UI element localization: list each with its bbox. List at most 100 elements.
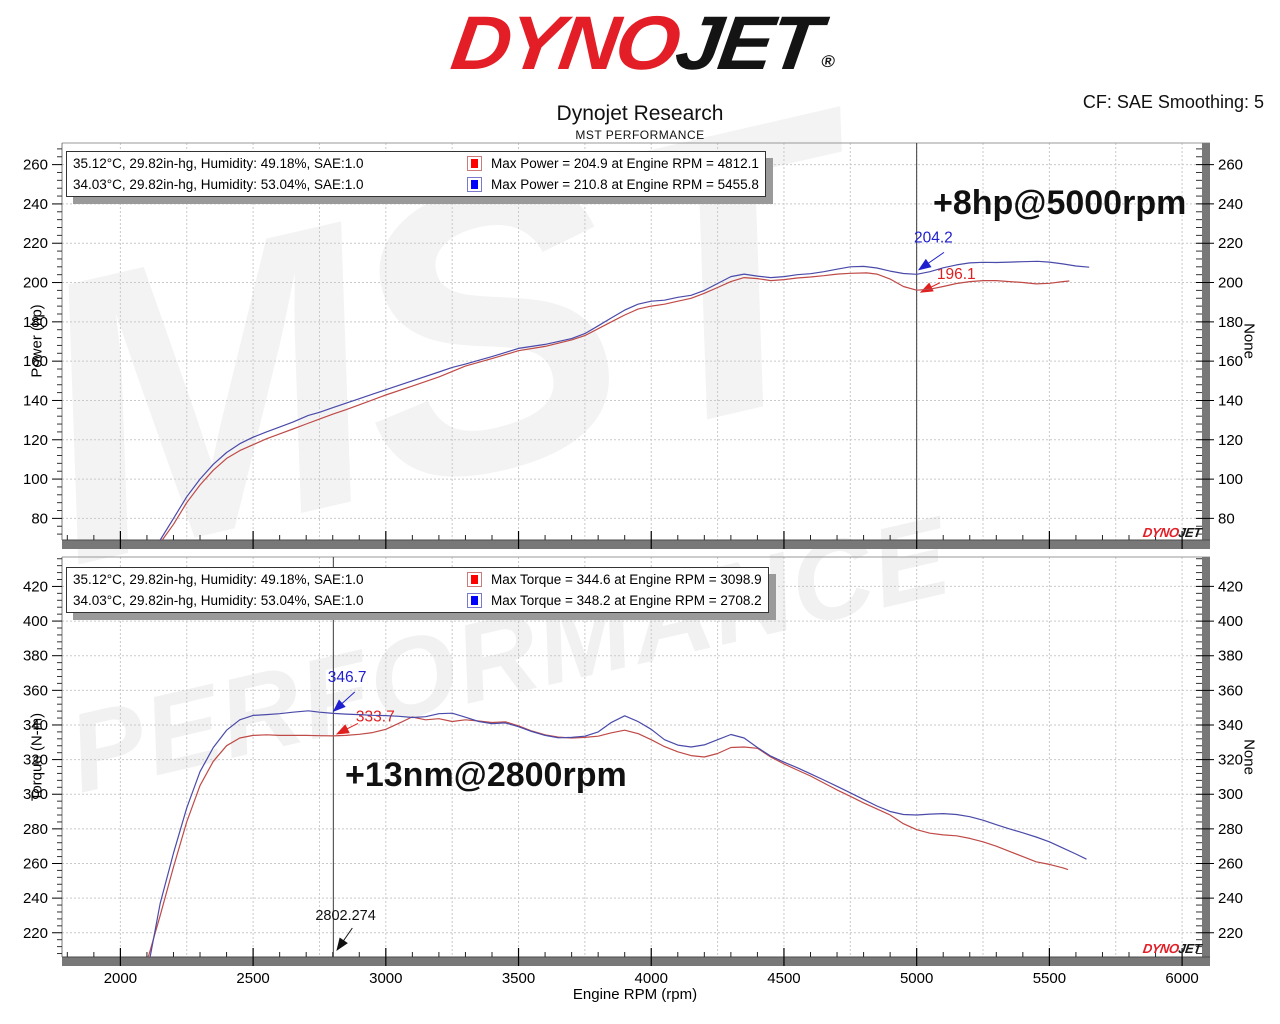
torque-legend-conditions-blue: 34.03°C, 29.82in-hg, Humidity: 53.04%, S… bbox=[73, 593, 364, 608]
torque-legend-row-red: 35.12°C, 29.82in-hg, Humidity: 49.18%, S… bbox=[73, 569, 762, 590]
torque-legend: 35.12°C, 29.82in-hg, Humidity: 49.18%, S… bbox=[66, 567, 769, 613]
svg-text:140: 140 bbox=[23, 392, 48, 409]
svg-text:4500: 4500 bbox=[767, 970, 800, 987]
report-title: Dynojet Research bbox=[556, 102, 724, 125]
svg-text:5000: 5000 bbox=[900, 970, 933, 987]
svg-text:140: 140 bbox=[1218, 392, 1243, 409]
svg-text:4000: 4000 bbox=[635, 970, 668, 987]
svg-text:400: 400 bbox=[1218, 613, 1243, 630]
power-legend: 35.12°C, 29.82in-hg, Humidity: 49.18%, S… bbox=[66, 151, 766, 197]
svg-text:3000: 3000 bbox=[369, 970, 402, 987]
red-series-swatch bbox=[467, 572, 482, 587]
svg-text:120: 120 bbox=[1218, 432, 1243, 449]
svg-text:260: 260 bbox=[23, 855, 48, 872]
power-series_red-curve bbox=[161, 272, 1070, 541]
svg-text:2802.274: 2802.274 bbox=[315, 908, 375, 924]
svg-text:420: 420 bbox=[23, 578, 48, 595]
torque-y-axis-title: Torque (N-m) bbox=[28, 712, 46, 802]
power-chart: 204.2 196.1 80 80 100 100 120 120 140 140 160 160 18… bbox=[23, 142, 1243, 549]
svg-text:380: 380 bbox=[1218, 648, 1243, 665]
torque-series_red-curve bbox=[147, 716, 1069, 958]
x-axis-title: Engine RPM (rpm) bbox=[572, 986, 698, 1003]
torque-legend-row-blue: 34.03°C, 29.82in-hg, Humidity: 53.04%, S… bbox=[73, 590, 762, 611]
blue-series-swatch bbox=[467, 593, 482, 608]
registered-mark: ® bbox=[819, 52, 837, 71]
svg-text:200: 200 bbox=[23, 275, 48, 292]
svg-text:280: 280 bbox=[1218, 821, 1243, 838]
svg-text:80: 80 bbox=[1218, 510, 1235, 527]
smoothing-info: CF: SAE Smoothing: 5 bbox=[1082, 92, 1264, 112]
svg-text:220: 220 bbox=[1218, 235, 1243, 252]
svg-text:360: 360 bbox=[23, 682, 48, 699]
power-right-axis-title: None bbox=[1240, 323, 1258, 359]
svg-text:200: 200 bbox=[1218, 275, 1243, 292]
power-legend-max-red: Max Power = 204.9 at Engine RPM = 4812.1 bbox=[491, 156, 759, 171]
svg-text:180: 180 bbox=[1218, 314, 1243, 331]
svg-text:100: 100 bbox=[23, 471, 48, 488]
power-legend-row-red: 35.12°C, 29.82in-hg, Humidity: 49.18%, S… bbox=[73, 153, 759, 174]
red-series-swatch bbox=[467, 156, 482, 171]
dynojet-logo-small-torque: DYNOJET bbox=[1141, 941, 1202, 956]
svg-text:220: 220 bbox=[1218, 925, 1243, 942]
svg-text:6000: 6000 bbox=[1165, 970, 1198, 987]
power-legend-conditions-blue: 34.03°C, 29.82in-hg, Humidity: 53.04%, S… bbox=[73, 177, 364, 192]
svg-text:340: 340 bbox=[23, 717, 48, 734]
svg-text:240: 240 bbox=[23, 890, 48, 907]
svg-text:2000: 2000 bbox=[104, 970, 137, 987]
svg-text:260: 260 bbox=[1218, 157, 1243, 174]
svg-text:204.2: 204.2 bbox=[914, 229, 953, 246]
dynojet-logo: DYNOJET® bbox=[444, 1, 837, 104]
svg-text:100: 100 bbox=[1218, 471, 1243, 488]
svg-text:320: 320 bbox=[1218, 752, 1243, 769]
svg-text:280: 280 bbox=[23, 821, 48, 838]
svg-text:346.7: 346.7 bbox=[328, 669, 367, 686]
power-y-axis-title: Power (hp) bbox=[28, 304, 46, 378]
svg-text:240: 240 bbox=[1218, 890, 1243, 907]
svg-text:260: 260 bbox=[23, 157, 48, 174]
svg-text:160: 160 bbox=[23, 353, 48, 370]
svg-text:333.7: 333.7 bbox=[356, 708, 395, 725]
blue-series-swatch bbox=[467, 177, 482, 192]
power-legend-max-blue: Max Power = 210.8 at Engine RPM = 5455.8 bbox=[491, 177, 759, 192]
torque-chart: 2802.274 346.7 333.7 220 220 240 240 260 260 280 2… bbox=[23, 556, 1243, 987]
svg-text:3500: 3500 bbox=[502, 970, 535, 987]
svg-text:320: 320 bbox=[23, 752, 48, 769]
svg-text:360: 360 bbox=[1218, 682, 1243, 699]
logo-dyno-text: DYNO bbox=[446, 1, 683, 86]
svg-text:2500: 2500 bbox=[236, 970, 269, 987]
report-header: DYNOJET® Dynojet Research MST PERFORMANC… bbox=[0, 0, 1280, 142]
torque-series_blue-curve bbox=[149, 710, 1087, 958]
torque-legend-max-blue: Max Torque = 348.2 at Engine RPM = 2708.… bbox=[491, 593, 762, 608]
svg-text:380: 380 bbox=[23, 648, 48, 665]
report-subtitle: MST PERFORMANCE bbox=[575, 128, 705, 142]
torque-legend-conditions-red: 35.12°C, 29.82in-hg, Humidity: 49.18%, S… bbox=[73, 572, 364, 587]
power-gain-annotation: +8hp@5000rpm bbox=[933, 184, 1187, 222]
svg-text:300: 300 bbox=[23, 786, 48, 803]
svg-text:300: 300 bbox=[1218, 786, 1243, 803]
svg-text:120: 120 bbox=[23, 432, 48, 449]
svg-text:340: 340 bbox=[1218, 717, 1243, 734]
svg-text:196.1: 196.1 bbox=[937, 266, 976, 283]
logo-jet-text: JET bbox=[670, 1, 824, 86]
torque-gain-annotation: +13nm@2800rpm bbox=[345, 756, 627, 794]
svg-text:220: 220 bbox=[23, 925, 48, 942]
torque-legend-max-red: Max Torque = 344.6 at Engine RPM = 3098.… bbox=[491, 572, 762, 587]
power-legend-conditions-red: 35.12°C, 29.82in-hg, Humidity: 49.18%, S… bbox=[73, 156, 364, 171]
power-series_blue-curve bbox=[159, 260, 1090, 541]
svg-text:5500: 5500 bbox=[1033, 970, 1066, 987]
svg-text:400: 400 bbox=[23, 613, 48, 630]
power-legend-row-blue: 34.03°C, 29.82in-hg, Humidity: 53.04%, S… bbox=[73, 174, 759, 195]
svg-text:420: 420 bbox=[1218, 578, 1243, 595]
svg-text:260: 260 bbox=[1218, 855, 1243, 872]
svg-text:220: 220 bbox=[23, 235, 48, 252]
dynojet-logo-small-power: DYNOJET bbox=[1141, 525, 1202, 540]
svg-text:180: 180 bbox=[23, 314, 48, 331]
svg-text:240: 240 bbox=[1218, 196, 1243, 213]
torque-right-axis-title: None bbox=[1240, 739, 1258, 775]
svg-text:80: 80 bbox=[31, 510, 48, 527]
svg-text:240: 240 bbox=[23, 196, 48, 213]
svg-text:160: 160 bbox=[1218, 353, 1243, 370]
